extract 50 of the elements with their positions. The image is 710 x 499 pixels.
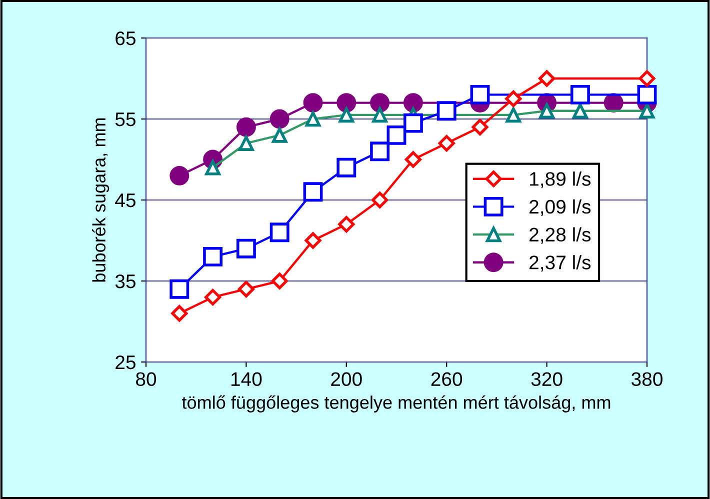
point <box>403 93 423 113</box>
point <box>236 238 256 258</box>
y-tick-label: 35 <box>115 274 136 288</box>
point <box>538 70 556 87</box>
point <box>170 279 190 299</box>
point <box>203 246 223 266</box>
y-tick-label: 65 <box>116 31 136 46</box>
point <box>204 288 222 306</box>
legend-label: 1,89 l/s <box>530 172 591 188</box>
legend-label: 2,28 l/s <box>530 227 591 244</box>
point <box>170 166 190 186</box>
point <box>570 84 590 104</box>
y-tick-label: 25 <box>116 355 136 370</box>
point <box>336 93 356 113</box>
point <box>338 216 355 233</box>
point <box>386 125 406 145</box>
point <box>470 84 490 104</box>
point <box>505 90 522 108</box>
point <box>438 135 455 152</box>
y-axis-title: buborék sugara, mm <box>92 118 110 282</box>
legend-label: 2,37 l/s <box>530 255 591 272</box>
point <box>304 232 322 249</box>
point <box>638 70 656 87</box>
point <box>236 117 256 137</box>
point <box>303 93 323 113</box>
x-tick-label: 140 <box>231 372 262 386</box>
x-tick-label: 320 <box>531 372 562 386</box>
point <box>370 93 390 113</box>
y-tick-label: 45 <box>115 194 136 208</box>
point <box>404 151 422 168</box>
point <box>303 182 323 202</box>
point <box>271 272 288 290</box>
point <box>403 113 423 133</box>
x-tick-label: 260 <box>431 372 462 386</box>
x-tick-label: 380 <box>632 372 662 386</box>
point <box>372 192 388 208</box>
y-tick-label: 55 <box>115 112 136 126</box>
x-tick-label: 200 <box>331 372 362 386</box>
point <box>270 222 290 242</box>
point <box>238 280 254 298</box>
point <box>472 118 488 136</box>
point <box>637 84 657 104</box>
legend-label: 2,09 l/s <box>530 199 591 216</box>
point <box>171 305 188 322</box>
point <box>370 142 390 162</box>
point <box>270 109 290 129</box>
point <box>336 158 356 178</box>
x-axis-title: tömlő függőleges tengelye mentén mért távolság, mm <box>182 395 610 412</box>
x-tick-label: 80 <box>136 372 156 386</box>
point <box>436 101 456 121</box>
